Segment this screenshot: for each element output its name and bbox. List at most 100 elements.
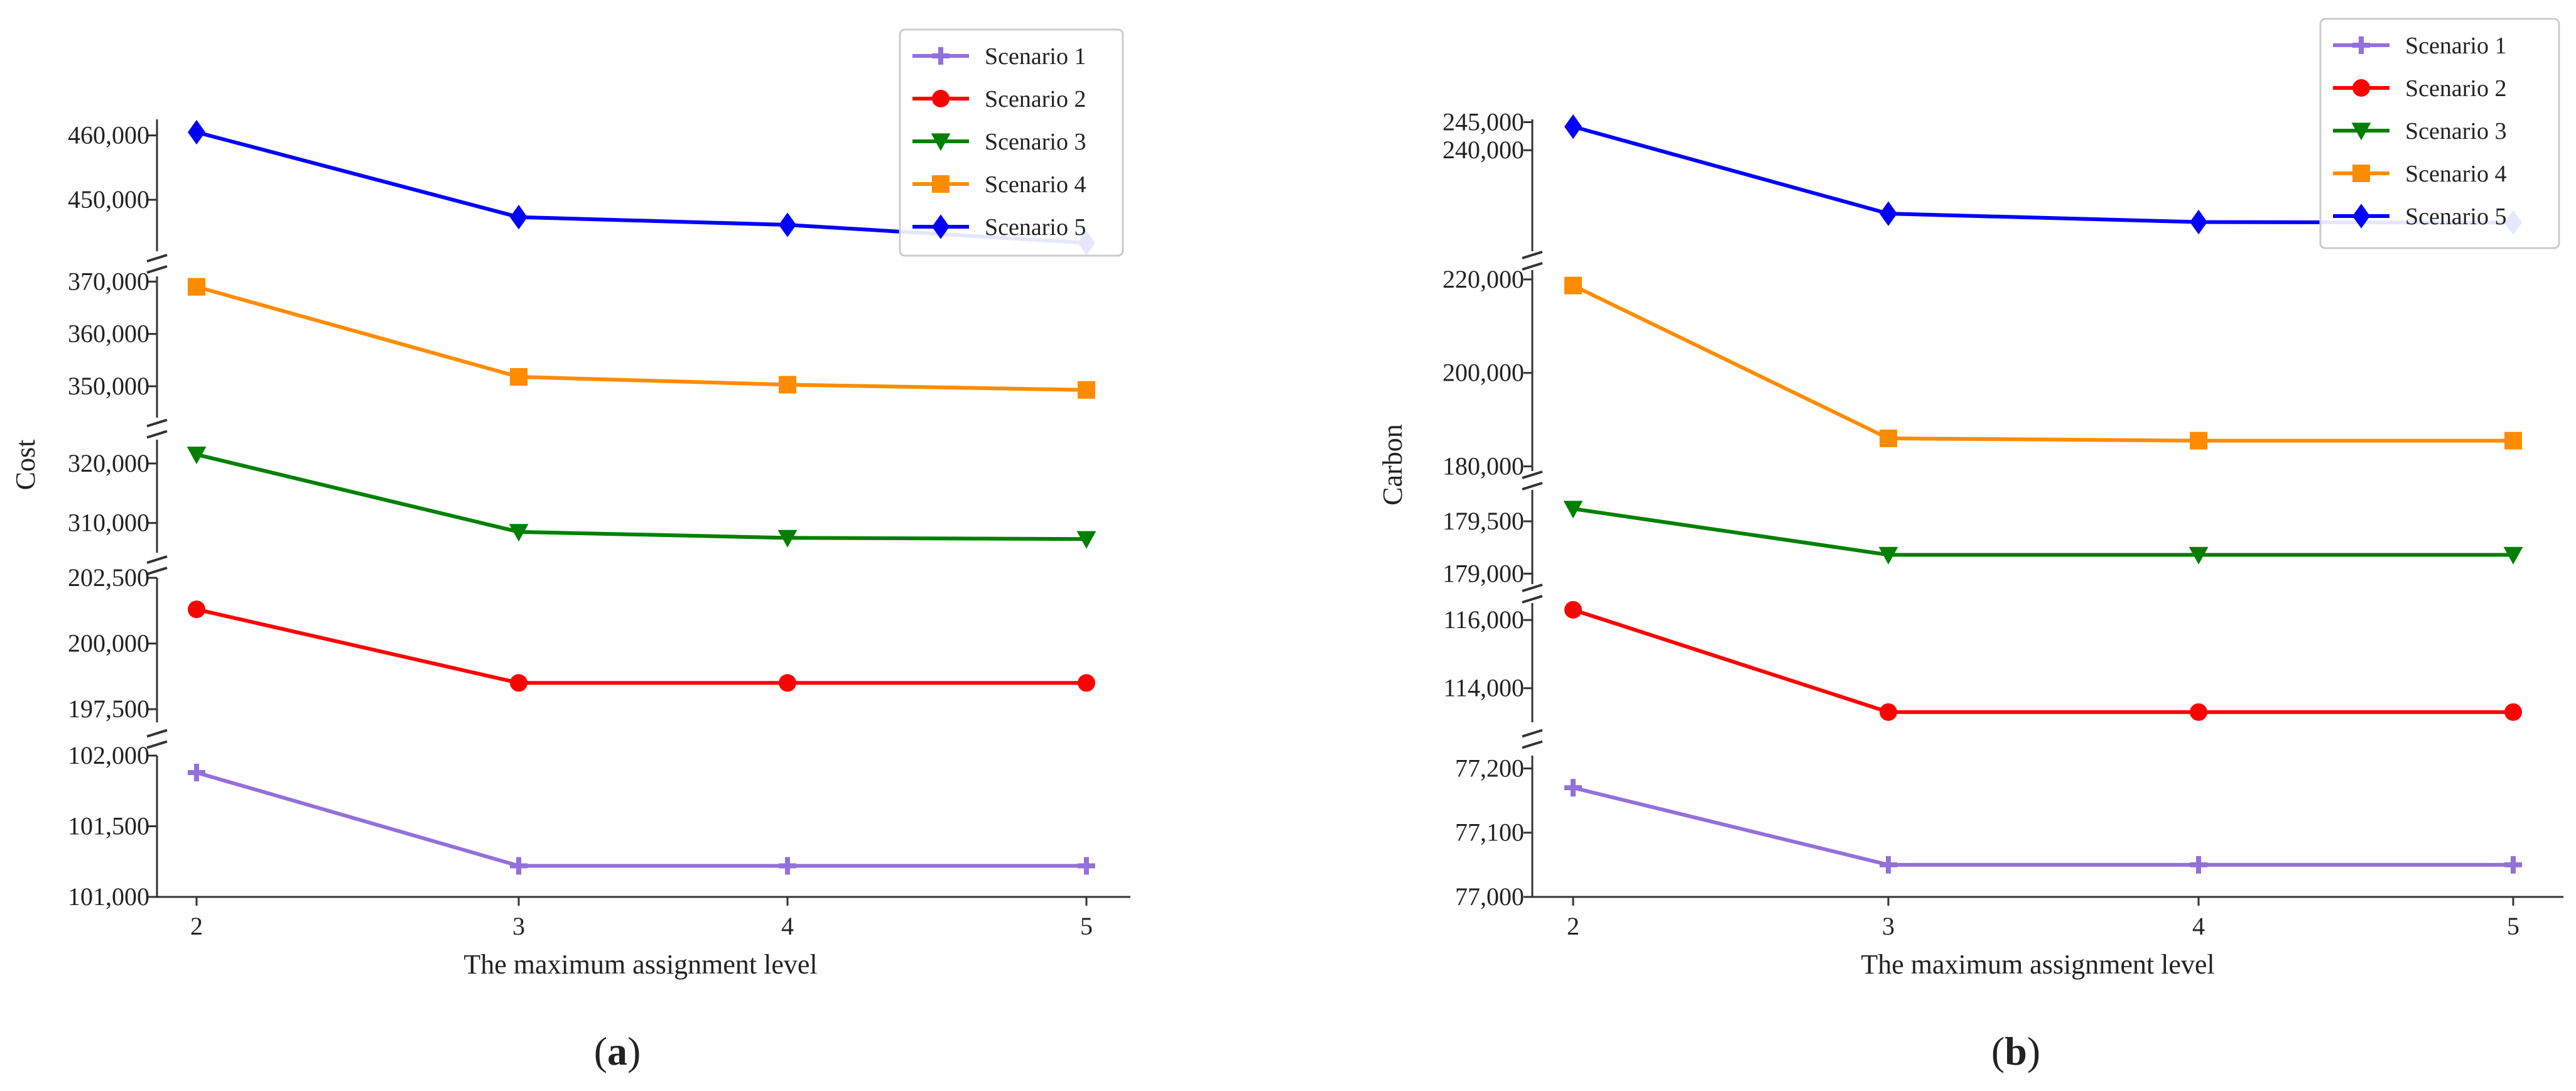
series-line bbox=[1572, 608, 2513, 714]
y-tick-label: 77,100 bbox=[1455, 818, 1524, 847]
data-point bbox=[779, 212, 796, 237]
legend-label: Scenario 3 bbox=[2405, 118, 2506, 144]
data-point bbox=[1880, 855, 1897, 874]
data-point bbox=[777, 529, 798, 548]
y-tick-label: 197,500 bbox=[68, 695, 149, 723]
series-line bbox=[196, 771, 1086, 868]
data-point bbox=[1878, 546, 1898, 565]
x-tick-label: 3 bbox=[512, 912, 525, 940]
legend-label: Scenario 1 bbox=[2405, 33, 2506, 59]
legend-item: Scenario 4 bbox=[2333, 161, 2506, 187]
series-line bbox=[1572, 507, 2513, 557]
series-line bbox=[196, 607, 1086, 685]
y-tick-label: 179,000 bbox=[1442, 559, 1524, 587]
data-point bbox=[2504, 703, 2522, 721]
x-tick-label: 5 bbox=[1080, 912, 1093, 940]
data-point bbox=[188, 764, 205, 781]
series-line bbox=[1572, 283, 2513, 443]
legend-marker bbox=[932, 47, 950, 65]
legend-marker bbox=[932, 175, 950, 193]
legend-label: Scenario 1 bbox=[985, 43, 1086, 70]
axis-break-mark bbox=[146, 430, 168, 439]
y-tick-label: 240,000 bbox=[1442, 136, 1524, 164]
legend-item: Scenario 3 bbox=[2333, 118, 2506, 144]
legend-item: Scenario 2 bbox=[2333, 75, 2506, 102]
y-tick-label: 450,000 bbox=[68, 185, 149, 214]
data-point bbox=[2190, 855, 2207, 874]
y-tick-label: 245,000 bbox=[1442, 107, 1524, 136]
data-point bbox=[1564, 779, 1582, 797]
y-tick-label: 116,000 bbox=[1443, 605, 1524, 634]
axis-break-mark bbox=[1522, 595, 1543, 604]
legend-marker bbox=[932, 214, 950, 239]
series-1 bbox=[188, 764, 1095, 875]
legend-label: Scenario 5 bbox=[2405, 204, 2506, 230]
legend-marker bbox=[2352, 165, 2370, 182]
data-point bbox=[1880, 429, 1897, 447]
y-tick-label: 114,000 bbox=[1443, 674, 1524, 702]
series-3 bbox=[1563, 501, 2523, 565]
legend-label: Scenario 2 bbox=[2405, 75, 2506, 102]
y-tick-label: 77,200 bbox=[1455, 754, 1524, 782]
legend-label: Scenario 5 bbox=[985, 214, 1086, 241]
series-line bbox=[196, 285, 1087, 392]
axis-break-mark bbox=[1522, 729, 1543, 738]
data-point bbox=[510, 674, 528, 692]
data-point bbox=[2504, 432, 2522, 450]
series-2 bbox=[1564, 600, 2522, 721]
x-tick-label: 2 bbox=[190, 912, 203, 940]
y-tick-label: 202,500 bbox=[68, 563, 149, 592]
y-tick-label: 460,000 bbox=[68, 121, 149, 149]
series-line bbox=[1572, 786, 2513, 867]
series-3 bbox=[187, 447, 1096, 549]
y-tick-label: 310,000 bbox=[68, 509, 149, 537]
axis-break-mark bbox=[146, 729, 168, 738]
legend-item: Scenario 1 bbox=[2333, 33, 2506, 59]
legend-marker bbox=[931, 133, 951, 151]
legend-box bbox=[899, 28, 1124, 257]
legend-label: Scenario 3 bbox=[985, 129, 1086, 155]
data-point bbox=[187, 447, 207, 465]
axis-break-mark bbox=[1522, 740, 1543, 749]
data-point bbox=[2190, 703, 2207, 721]
data-point bbox=[188, 600, 205, 619]
legend-item: Scenario 2 bbox=[912, 86, 1086, 112]
data-point bbox=[509, 524, 529, 542]
legend-item: Scenario 4 bbox=[912, 171, 1086, 198]
legend-marker bbox=[932, 90, 950, 107]
series-line bbox=[196, 452, 1087, 541]
y-tick-label: 200,000 bbox=[68, 629, 149, 658]
legend-item: Scenario 5 bbox=[912, 214, 1086, 241]
data-point bbox=[1078, 381, 1095, 399]
series-1 bbox=[1564, 779, 2522, 874]
axis-break-mark bbox=[1522, 262, 1543, 271]
data-point bbox=[779, 376, 796, 394]
y-tick-label: 200,000 bbox=[1442, 359, 1524, 387]
data-point bbox=[2503, 546, 2523, 565]
series-4 bbox=[188, 278, 1095, 399]
legend-label: Scenario 2 bbox=[985, 86, 1086, 112]
legend-label: Scenario 4 bbox=[2405, 161, 2506, 187]
y-tick-label: 350,000 bbox=[68, 372, 149, 400]
data-point bbox=[1076, 531, 1096, 549]
x-tick-label: 5 bbox=[2507, 912, 2519, 940]
data-point bbox=[779, 674, 796, 692]
legend-item: Scenario 3 bbox=[912, 129, 1086, 155]
y-tick-label: 360,000 bbox=[68, 320, 149, 348]
y-tick-label: 179,500 bbox=[1442, 507, 1524, 535]
y-tick-label: 101,000 bbox=[68, 882, 149, 911]
y-tick-label: 370,000 bbox=[68, 267, 149, 295]
x-tick-label: 4 bbox=[781, 912, 794, 940]
x-tick-label: 2 bbox=[1567, 912, 1579, 940]
data-point bbox=[1564, 600, 1582, 619]
axis-break-mark bbox=[1522, 482, 1543, 491]
y-tick-label: 101,500 bbox=[68, 812, 149, 840]
data-point bbox=[510, 205, 528, 230]
panel-label-b: (b) bbox=[1991, 1029, 2040, 1073]
chart-panel-b: (b) 2 3 4 5 77,000 77,100 77,200 114,000 116,000… bbox=[1377, 18, 2563, 1073]
y-tick-label: 77,000 bbox=[1455, 882, 1524, 911]
axis-break-mark bbox=[146, 567, 168, 575]
panel-label-a: (a) bbox=[594, 1029, 641, 1073]
data-point bbox=[1078, 857, 1095, 875]
